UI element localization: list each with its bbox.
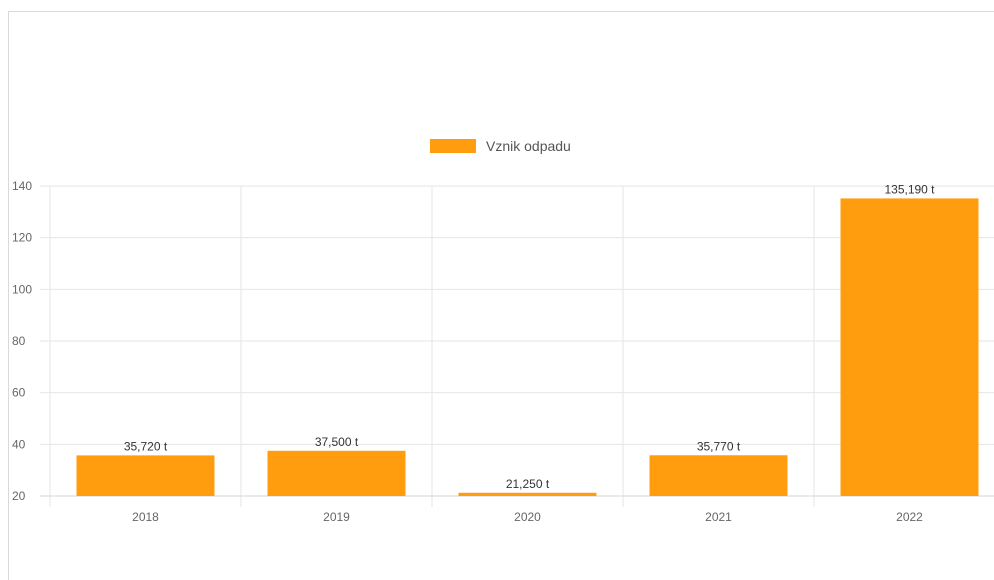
y-tick-label: 60 [12,386,26,400]
y-tick-label: 120 [12,231,32,245]
bar-2022 [840,198,979,496]
y-tick-label: 40 [12,437,26,451]
y-tick-label: 20 [12,489,26,503]
y-tick-label: 140 [12,179,32,193]
x-tick-label: 2018 [132,510,159,524]
data-label-2018: 35,720 t [124,439,168,453]
bar-2019 [267,450,406,496]
x-tick-label: 2019 [323,510,350,524]
data-label-2020: 21,250 t [506,477,550,491]
legend-label: Vznik odpadu [486,138,571,154]
bar-2021 [649,455,788,496]
legend[interactable]: Vznik odpadu [430,136,571,156]
x-tick-label: 2020 [514,510,541,524]
data-label-2019: 37,500 t [315,435,359,449]
y-tick-label: 100 [12,282,32,296]
y-tick-label: 80 [12,334,26,348]
data-label-2022: 135,190 t [884,182,935,196]
bar-2020 [458,492,597,496]
x-tick-label: 2022 [896,510,923,524]
data-label-2021: 35,770 t [697,439,741,453]
bar-2018 [76,455,215,496]
legend-swatch [430,139,476,153]
x-tick-label: 2021 [705,510,732,524]
